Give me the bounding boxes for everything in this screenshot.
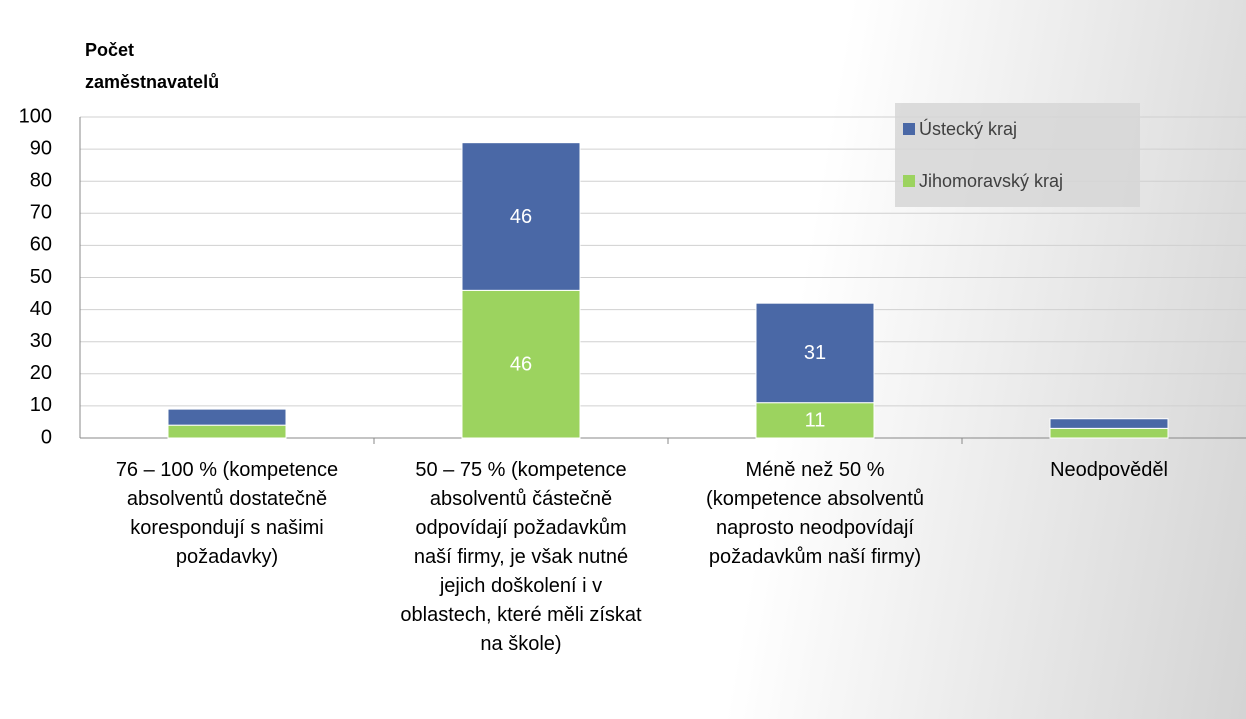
y-axis-title: Počet zaměstnavatelů xyxy=(85,40,220,92)
data-label: 46 xyxy=(510,206,532,228)
bar-segment xyxy=(1049,418,1169,429)
bar-segment xyxy=(755,402,875,439)
legend-label: Ústecký kraj xyxy=(919,118,1017,139)
data-label: 31 xyxy=(804,342,826,364)
bar-segment xyxy=(167,408,287,426)
y-tick-label: 30 xyxy=(30,330,52,352)
y-tick-label: 50 xyxy=(30,266,52,288)
x-tick-label: Neodpověděl xyxy=(1050,459,1168,481)
data-label: 46 xyxy=(510,353,532,375)
bar-segment xyxy=(755,302,875,404)
x-tick-label: 76 – 100 % (kompetence absolventů dostat… xyxy=(115,459,339,568)
legend-box xyxy=(895,103,1140,207)
legend-swatch xyxy=(903,123,915,135)
legend-swatch xyxy=(903,175,915,187)
y-tick-label: 10 xyxy=(30,394,52,416)
y-tick-label: 70 xyxy=(30,202,52,224)
bar-segment xyxy=(1049,427,1169,439)
y-tick-label: 60 xyxy=(30,234,52,256)
legend: Ústecký kraj Jihomoravský kraj xyxy=(895,103,1140,207)
y-tick-label: 40 xyxy=(30,298,52,320)
y-tick-label: 20 xyxy=(30,362,52,384)
y-tick-label: 90 xyxy=(30,137,52,159)
bar-segment xyxy=(167,424,287,439)
x-tick-label: 50 – 75 % (kompetence absolventů částečn… xyxy=(400,459,642,655)
legend-label: Jihomoravský kraj xyxy=(919,171,1063,191)
y-tick-label: 80 xyxy=(30,169,52,191)
x-tick-label: Méně než 50 % (kompetence absolventů nap… xyxy=(706,459,924,568)
y-tick-label: 100 xyxy=(19,105,52,127)
y-tick-label: 0 xyxy=(41,426,52,448)
data-label: 11 xyxy=(805,410,826,432)
bar-segment xyxy=(461,142,581,291)
bar-segment xyxy=(461,289,581,439)
